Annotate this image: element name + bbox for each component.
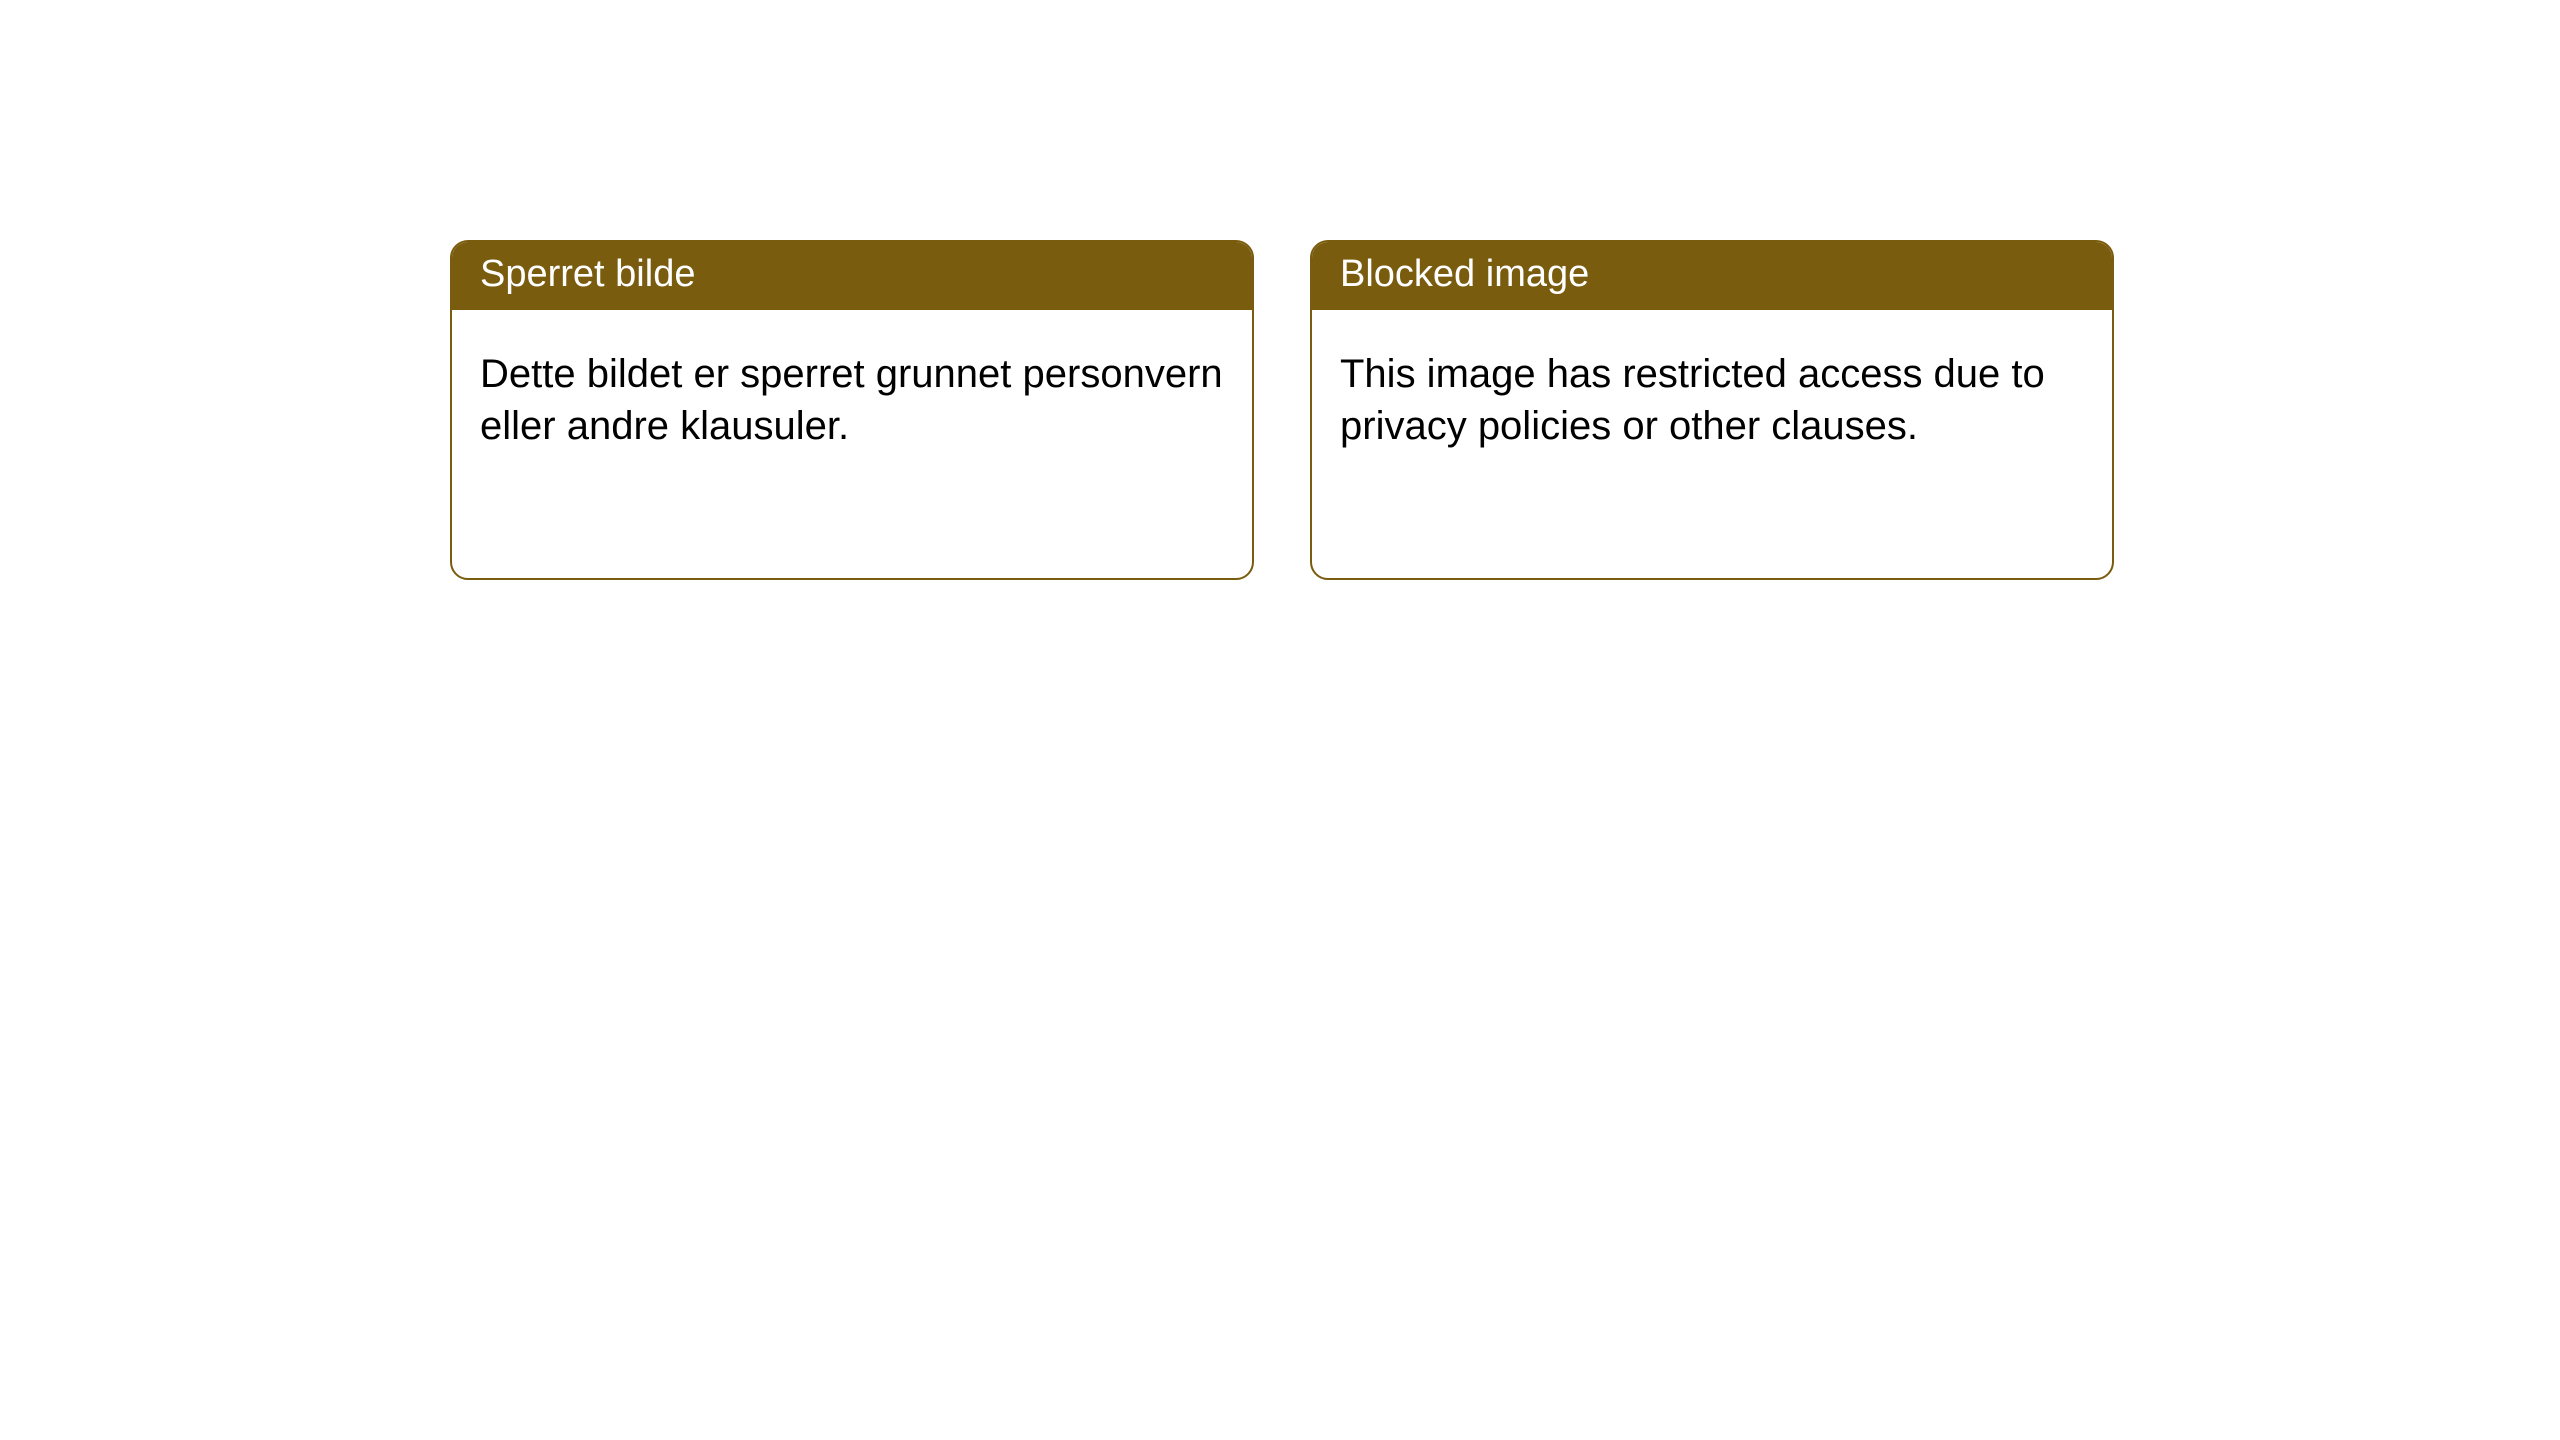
blocked-image-card-no: Sperret bilde Dette bildet er sperret gr… (450, 240, 1254, 580)
blocked-image-card-en: Blocked image This image has restricted … (1310, 240, 2114, 580)
card-header: Blocked image (1312, 242, 2112, 310)
card-header: Sperret bilde (452, 242, 1252, 310)
cards-container: Sperret bilde Dette bildet er sperret gr… (0, 0, 2560, 580)
card-body: This image has restricted access due to … (1312, 310, 2112, 480)
card-body: Dette bildet er sperret grunnet personve… (452, 310, 1252, 480)
